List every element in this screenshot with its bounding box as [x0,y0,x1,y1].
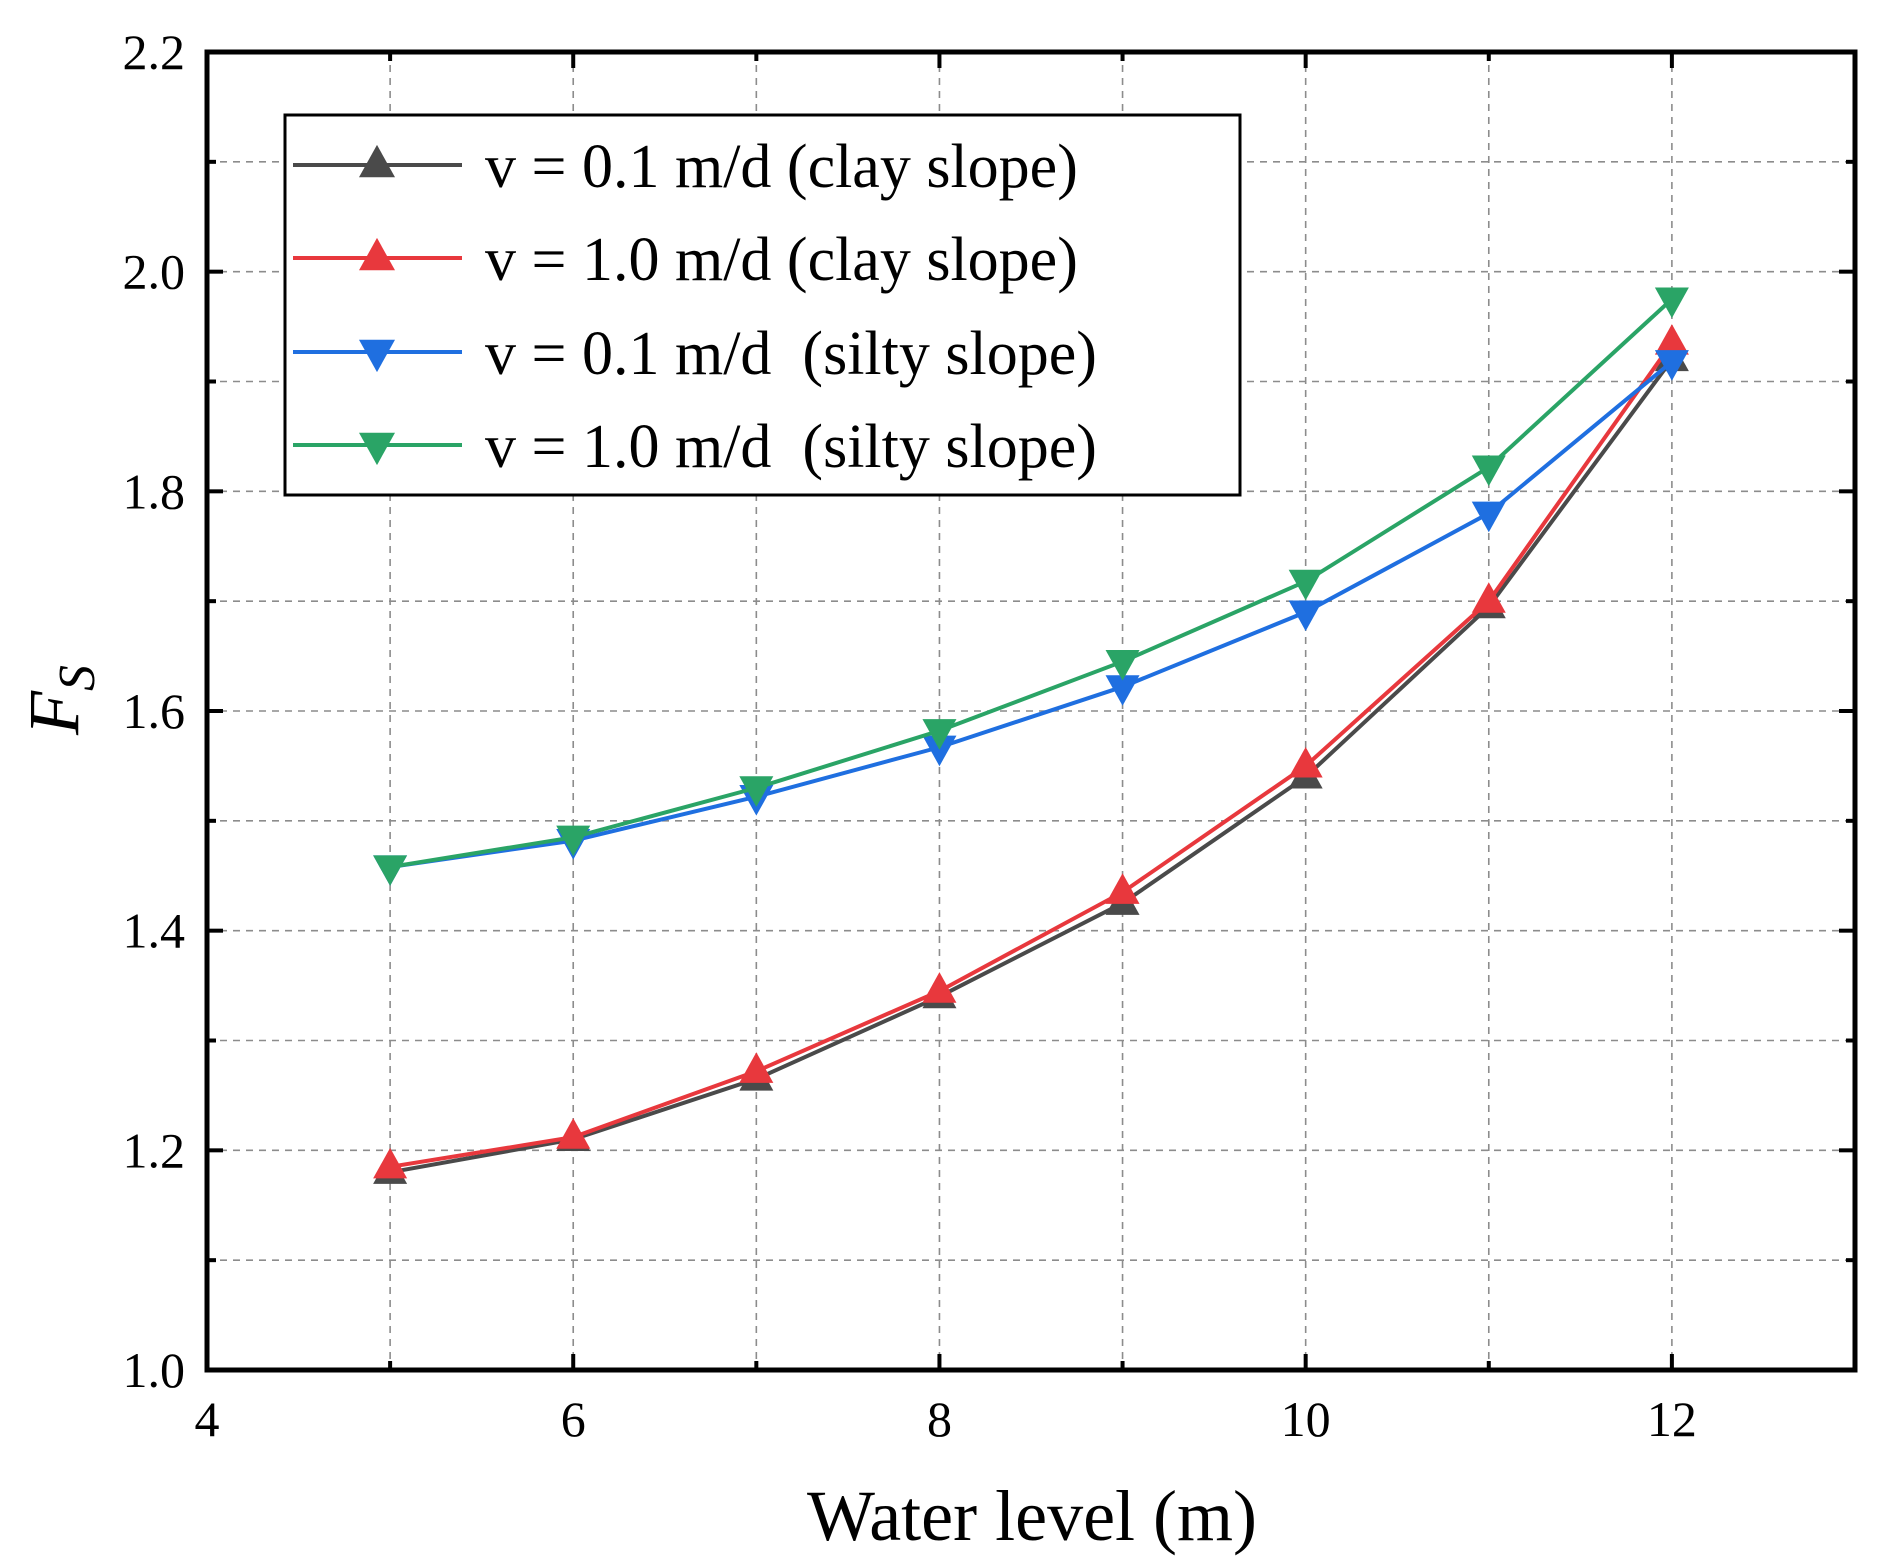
legend-label: v = 0.1 m/d (silty slope) [485,320,1097,388]
data-point [556,825,591,857]
data-point [373,1147,408,1179]
data-point [1105,649,1140,681]
y-tick-label: 1.2 [123,1122,186,1178]
y-tick-label: 1.6 [123,683,186,739]
series-line [389,297,1674,869]
data-point [739,1052,774,1083]
tick-label-layer: 4 6 8 10 12 1.0 1.2 1.4 1.6 1.8 2.0 2.2 [123,24,1697,1447]
data-point [1288,569,1323,601]
data-point [1288,746,1323,778]
series-2 [373,324,1689,1179]
svg-text:FS: FS [14,665,106,736]
legend-box [283,113,1242,497]
legend-marker [359,339,395,373]
legend-label: v = 0.1 m/d (clay slope) [485,133,1078,201]
data-point [922,719,957,750]
data-point [1105,675,1140,706]
y-tick-label: 1.4 [123,903,186,959]
data-point [739,776,774,807]
data-point [556,1118,591,1149]
legend-marker [359,144,395,178]
legend-items: v = 0.1 m/d (clay slope) v = 1.0 m/d (cla… [293,133,1097,481]
y-tick-label: 2.2 [123,24,186,80]
series-layer [373,287,1689,1184]
legend-item-2: v = 1.0 m/d (clay slope) [293,226,1078,294]
data-point [373,855,408,886]
legend-item-3: v = 0.1 m/d (silty slope) [293,320,1097,388]
x-axis-title: Water level (m) [807,1476,1257,1556]
y-tick-label: 1.0 [123,1342,186,1398]
legend-item-4: v = 1.0 m/d (silty slope) [293,413,1097,481]
y-tick-label: 1.8 [123,463,186,519]
data-point [1105,873,1140,904]
series-line [389,360,1674,869]
x-tick-label: 4 [195,1391,220,1447]
series-line [389,358,1674,1175]
data-point [1471,455,1506,487]
series-4 [373,287,1689,886]
legend-marker [359,432,395,466]
series-line [389,341,1674,1169]
y-tick-label: 2.0 [123,244,186,300]
legend-label: v = 1.0 m/d (silty slope) [485,413,1097,481]
y-axis-title-main: F [14,690,94,736]
data-point [1654,350,1689,381]
data-point [922,735,957,767]
x-tick-label: 12 [1647,1391,1697,1447]
legend: v = 0.1 m/d (clay slope) v = 1.0 m/d (cla… [283,113,1242,497]
tick-layer [205,50,1857,1372]
x-tick-label: 8 [927,1391,952,1447]
legend-item-1: v = 0.1 m/d (clay slope) [293,133,1078,201]
data-point [922,972,957,1003]
y-axis-title: FS [14,665,106,736]
data-point [1471,582,1506,613]
legend-label: v = 1.0 m/d (clay slope) [485,226,1078,294]
x-tick-label: 6 [561,1391,586,1447]
legend-marker [359,237,395,271]
data-point [1288,600,1323,632]
data-point [1654,324,1689,355]
data-point [1471,501,1506,533]
y-axis-title-subscript: S [49,665,106,691]
data-point [1654,287,1689,319]
x-tick-label: 10 [1281,1391,1331,1447]
